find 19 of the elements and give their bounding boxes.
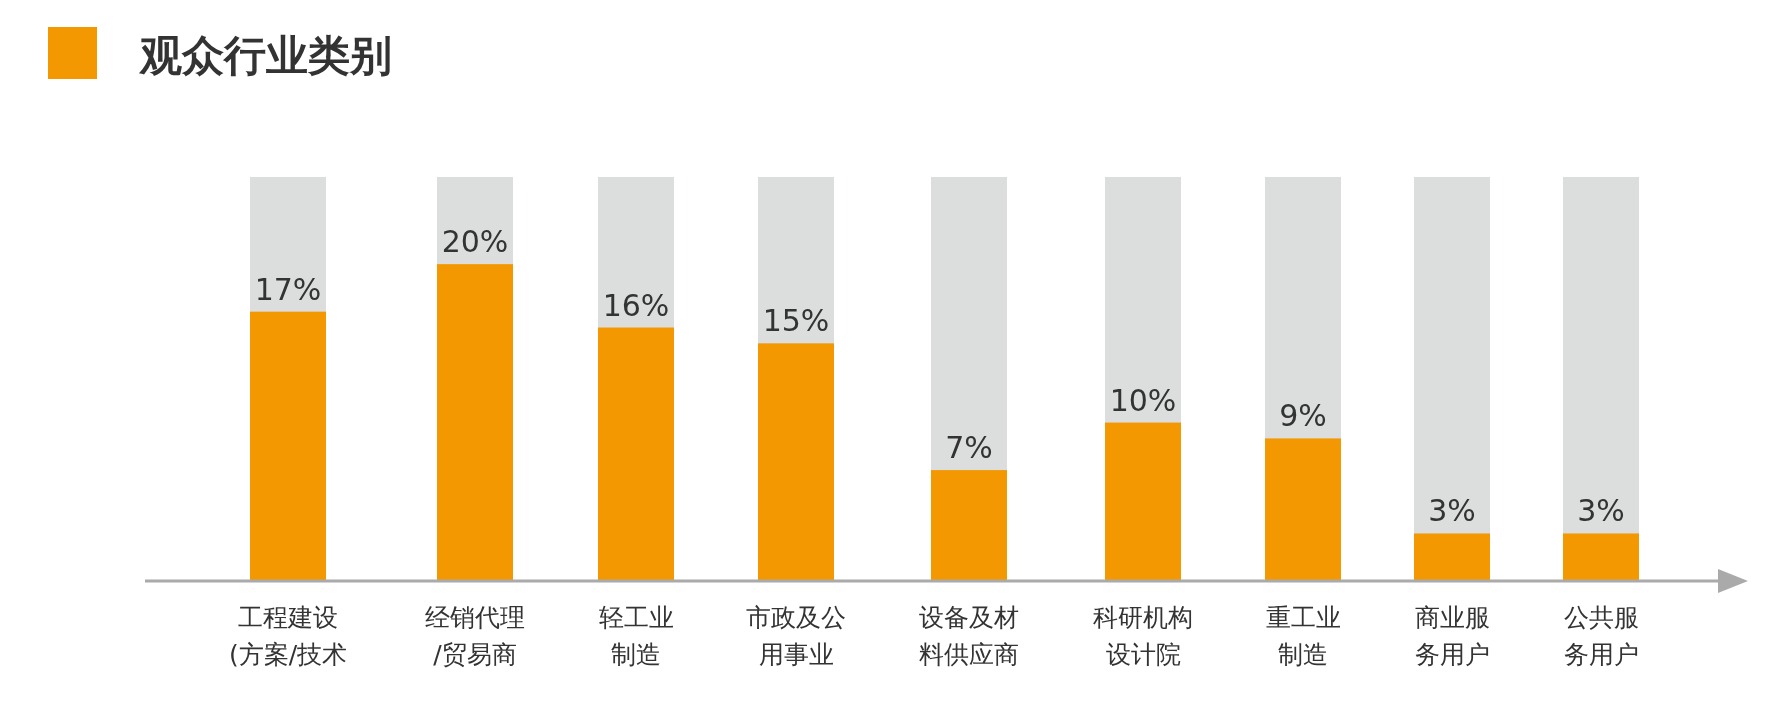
x-tick-label: 轻工业制造	[598, 603, 674, 669]
data-label: 10%	[1109, 382, 1177, 418]
data-label: 16%	[602, 287, 670, 323]
data-label: 3%	[1577, 493, 1625, 529]
x-tick-label: 科研机构设计院	[1093, 603, 1193, 669]
data-label: 7%	[945, 430, 993, 466]
chart-title: 观众行业类别	[138, 30, 392, 80]
x-tick-label: 工程建设(方案/技术	[228, 603, 348, 669]
x-tick-label: 重工业制造	[1265, 603, 1341, 669]
data-label: 15%	[762, 303, 830, 339]
x-tick-label: 商业服务用户	[1414, 603, 1490, 669]
data-label: 20%	[441, 224, 509, 260]
x-tick-label: 公共服务用户	[1563, 603, 1639, 669]
x-tick-label: 经销代理/贸易商	[425, 603, 525, 669]
data-label: 17%	[254, 271, 322, 307]
x-tick-label: 设备及材料供应商	[919, 603, 1019, 669]
data-label: 3%	[1428, 493, 1476, 529]
data-label: 9%	[1279, 398, 1327, 434]
x-tick-label: 市政及公用事业	[746, 603, 846, 669]
